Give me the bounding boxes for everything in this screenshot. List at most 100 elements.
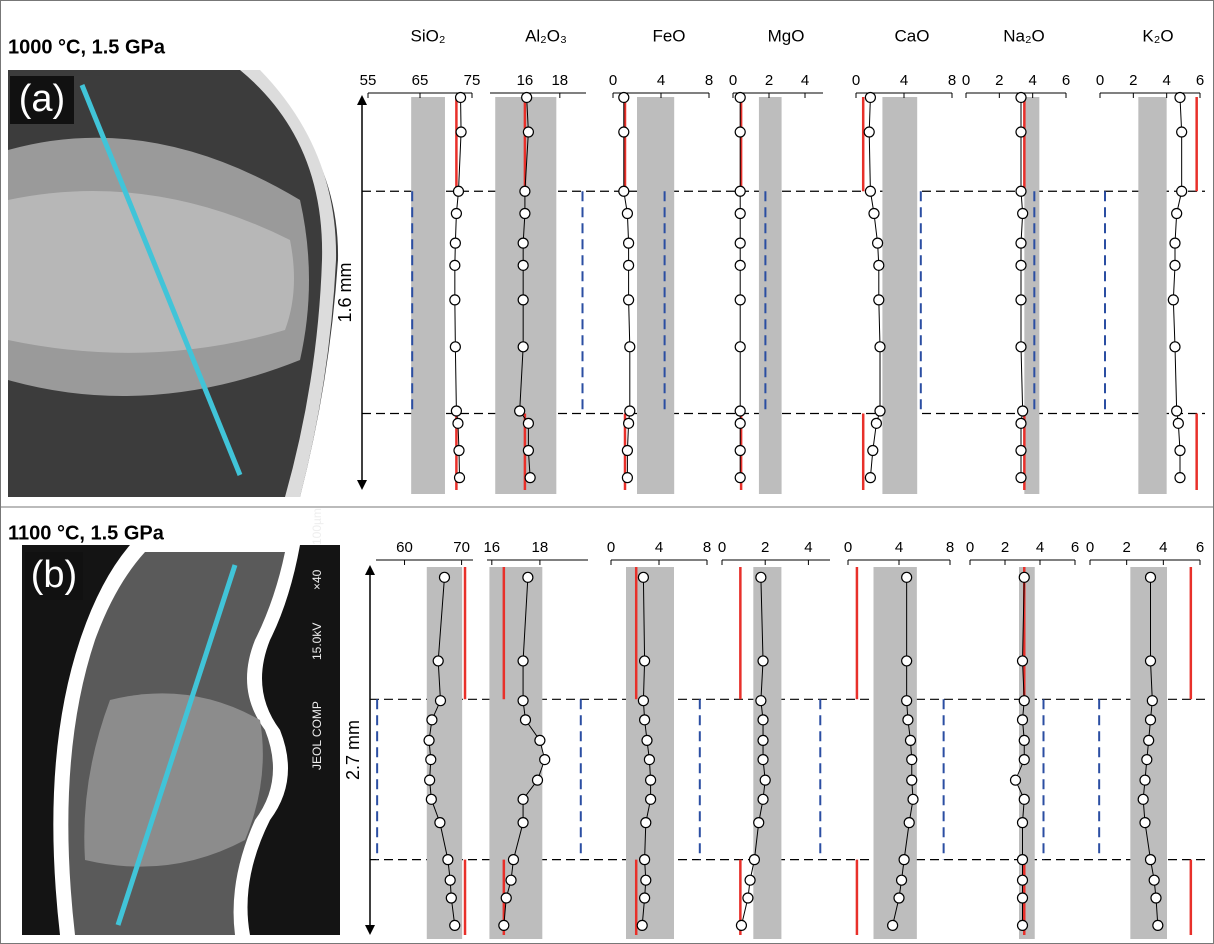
- data-point: [756, 696, 766, 706]
- data-point: [1016, 418, 1026, 428]
- image-text: ×40: [310, 569, 324, 590]
- data-point: [522, 92, 532, 102]
- photo-a: [8, 70, 355, 497]
- data-point: [424, 735, 434, 745]
- figure: 1000 °C, 1.5 GPa(a)1.6 mm556575SiO₂1618A…: [0, 0, 1214, 944]
- data-point: [897, 875, 907, 885]
- data-point: [622, 446, 632, 456]
- data-point: [622, 473, 632, 483]
- data-point: [1175, 92, 1185, 102]
- x-tick-label: 4: [1162, 72, 1170, 89]
- data-point: [1018, 893, 1028, 903]
- data-point: [624, 295, 634, 305]
- image-text: JEOL COMP: [310, 701, 324, 770]
- data-point: [1019, 572, 1029, 582]
- x-tick-label: 0: [729, 72, 737, 89]
- x-tick-label: 16: [517, 72, 534, 89]
- data-point: [735, 295, 745, 305]
- data-point: [619, 186, 629, 196]
- x-tick-label: 4: [804, 539, 812, 556]
- data-point: [646, 775, 656, 785]
- data-point: [520, 715, 530, 725]
- x-tick-label: 8: [703, 539, 711, 556]
- page: {"chart_data": [ {"type": "profile", "ti…: [0, 0, 1214, 944]
- x-tick-label: 70: [453, 539, 470, 556]
- range-band: [874, 567, 917, 939]
- data-point: [1177, 127, 1187, 137]
- data-point: [619, 127, 629, 137]
- data-point: [520, 186, 530, 196]
- data-point: [523, 446, 533, 456]
- data-point: [439, 572, 449, 582]
- data-point: [1175, 473, 1185, 483]
- x-tick-label: 0: [844, 539, 852, 556]
- data-point: [902, 696, 912, 706]
- data-point: [622, 209, 632, 219]
- x-tick-label: 2: [1129, 72, 1137, 89]
- data-point: [451, 209, 461, 219]
- data-point: [624, 418, 634, 428]
- data-point: [899, 855, 909, 865]
- data-point: [640, 855, 650, 865]
- data-point: [735, 342, 745, 352]
- data-point: [754, 818, 764, 828]
- data-point: [445, 875, 455, 885]
- x-tick-label: 0: [607, 539, 615, 556]
- data-point: [518, 696, 528, 706]
- data-point: [1151, 893, 1161, 903]
- data-point: [625, 342, 635, 352]
- data-point: [905, 735, 915, 745]
- panel-label: (a): [19, 78, 65, 120]
- data-point: [646, 794, 656, 804]
- data-point: [1168, 295, 1178, 305]
- data-point: [875, 342, 885, 352]
- data-point: [1018, 855, 1028, 865]
- oxide-name: K₂O: [1142, 26, 1173, 45]
- data-point: [865, 473, 875, 483]
- data-point: [426, 794, 436, 804]
- data-point: [523, 572, 533, 582]
- data-point: [518, 794, 528, 804]
- x-tick-label: 4: [655, 539, 663, 556]
- data-point: [864, 127, 874, 137]
- data-point: [758, 794, 768, 804]
- data-point: [735, 92, 745, 102]
- data-point: [456, 92, 466, 102]
- data-point: [619, 92, 629, 102]
- profile-subplot: 1618: [483, 539, 588, 939]
- x-tick-label: 4: [1159, 539, 1167, 556]
- x-tick-label: 2: [1001, 539, 1009, 556]
- data-point: [641, 818, 651, 828]
- data-point: [501, 893, 511, 903]
- data-point: [1140, 818, 1150, 828]
- x-tick-label: 8: [705, 72, 713, 89]
- data-point: [1147, 696, 1157, 706]
- data-point: [1018, 818, 1028, 828]
- data-point: [868, 446, 878, 456]
- data-point: [425, 775, 435, 785]
- data-point: [1018, 209, 1028, 219]
- data-point: [1144, 735, 1154, 745]
- oxide-name: FeO: [652, 26, 685, 45]
- x-tick-label: 8: [946, 539, 954, 556]
- x-tick-label: 4: [801, 72, 809, 89]
- data-point: [1177, 186, 1187, 196]
- data-point: [518, 656, 528, 666]
- data-point: [499, 920, 509, 930]
- data-point: [874, 260, 884, 270]
- x-tick-label: 2: [995, 72, 1003, 89]
- data-point: [865, 186, 875, 196]
- panel-label: (b): [31, 554, 77, 596]
- data-point: [638, 696, 648, 706]
- data-point: [644, 755, 654, 765]
- data-point: [435, 696, 445, 706]
- data-point: [735, 127, 745, 137]
- data-point: [1172, 209, 1182, 219]
- profile-subplot: 1618Al₂O₃: [490, 26, 586, 494]
- data-point: [894, 893, 904, 903]
- range-band: [1130, 567, 1167, 939]
- arrow-head: [357, 95, 367, 105]
- data-point: [1175, 446, 1185, 456]
